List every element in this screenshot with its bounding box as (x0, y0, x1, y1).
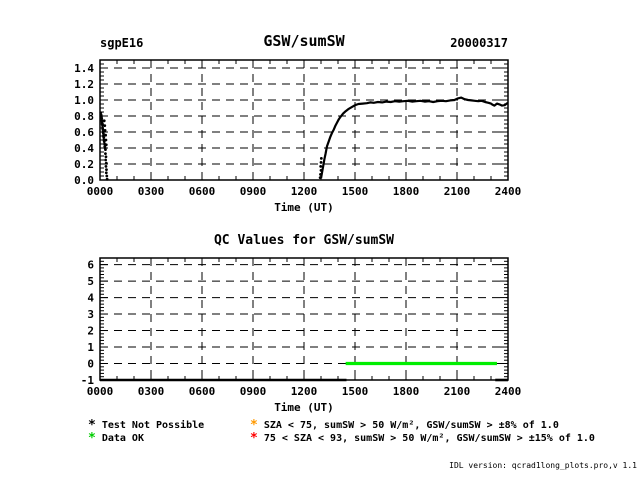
y-tick-label: 6 (87, 259, 94, 272)
x-tick-label: 0300 (138, 185, 165, 198)
asterisk-icon: * (250, 417, 258, 433)
y-tick-label: 1.0 (74, 94, 94, 107)
y-tick-label: 5 (87, 275, 94, 288)
chart1-title: GSW/sumSW (263, 32, 345, 50)
data-point-early-morning-scatter (101, 128, 105, 132)
legend-item-sza-75: * SZA < 75, sumSW > 50 W/m², GSW/sumSW >… (250, 419, 595, 432)
chart1-xaxis-title: Time (UT) (274, 201, 334, 214)
x-tick-label: 2400 (495, 385, 522, 398)
x-tick-label: 1200 (291, 385, 318, 398)
y-tick-label: 4 (87, 292, 94, 305)
footer-left: Fri Dec 8 17:56:23 2006 Battelle Pacific… (5, 449, 373, 480)
idl-version-label: IDL version: qcrad1long_plots.pro,v 1.1 (449, 461, 637, 470)
x-tick-label: 0000 (87, 185, 114, 198)
data-point-early-morning-scatter (105, 168, 108, 172)
data-point-early-morning-scatter (319, 161, 323, 164)
x-tick-label: 1800 (393, 185, 420, 198)
x-tick-label: 0300 (138, 385, 165, 398)
data-point-early-morning-scatter (104, 133, 108, 137)
qc-legend: * Test Not Possible * Data OK * SZA < 75… (88, 419, 595, 445)
data-point-early-morning-scatter (104, 148, 107, 152)
x-tick-label: 2100 (444, 185, 471, 198)
y-tick-label: -1 (81, 374, 95, 387)
x-tick-label: 0900 (240, 185, 267, 198)
data-point-early-morning-scatter (99, 111, 103, 115)
data-point-early-morning-scatter (105, 174, 109, 178)
x-tick-label: 1200 (291, 185, 318, 198)
x-tick-label: 2400 (495, 185, 522, 198)
x-tick-label: 2100 (444, 385, 471, 398)
data-point-early-morning-scatter (104, 143, 108, 147)
legend-item-data-ok: * Data OK (88, 432, 250, 445)
legend-item-test-not-possible: * Test Not Possible (88, 419, 250, 432)
y-tick-label: 0.8 (74, 110, 94, 123)
y-tick-label: 0 (87, 358, 94, 371)
y-tick-label: 1 (87, 341, 94, 354)
asterisk-icon: * (250, 430, 258, 446)
legend-item-sza-75-93: * 75 < SZA < 93, sumSW > 50 W/m², GSW/su… (250, 432, 595, 445)
legend-label: Test Not Possible (101, 420, 205, 431)
x-tick-label: 0600 (189, 185, 216, 198)
facility-label: sgpE16 (100, 36, 144, 50)
data-point-early-morning-scatter (105, 177, 109, 181)
data-point-early-morning-scatter (104, 155, 108, 159)
data-point-early-morning-scatter (101, 124, 104, 127)
x-tick-label: 0900 (240, 385, 267, 398)
data-point-early-morning-scatter (103, 124, 107, 127)
footer-right: IDL version: qcrad1long_plots.pro,v 1.1 … (387, 447, 637, 480)
x-tick-label: 1500 (342, 185, 369, 198)
y-tick-label: 0.0 (74, 174, 94, 187)
data-point-early-morning-scatter (102, 132, 105, 136)
x-tick-label: 1800 (393, 385, 420, 398)
chart2-title: QC Values for GSW/sumSW (213, 233, 394, 248)
legend-label: SZA < 75, sumSW > 50 W/m², GSW/sumSW > ±… (263, 420, 559, 431)
asterisk-icon: * (88, 430, 96, 446)
x-tick-label: 0000 (87, 385, 114, 398)
y-tick-label: 0.4 (74, 142, 94, 155)
chart2-xaxis-title: Time (UT) (274, 401, 334, 414)
data-point-early-morning-scatter (102, 119, 106, 123)
data-point-early-morning-scatter (319, 157, 323, 160)
x-tick-label: 1500 (342, 385, 369, 398)
y-tick-label: 1.4 (74, 62, 94, 75)
data-point-early-morning-scatter (104, 138, 108, 142)
data-point-early-morning-scatter (100, 117, 104, 120)
data-point-early-morning-scatter (102, 136, 106, 140)
data-point-early-morning-scatter (103, 129, 107, 132)
data-point-early-morning-scatter (104, 152, 107, 156)
x-tick-label: 0600 (189, 385, 216, 398)
y-tick-label: 2 (87, 325, 94, 338)
data-point-early-morning-scatter (104, 165, 108, 168)
legend-label: Data OK (101, 433, 144, 444)
y-tick-label: 0.6 (74, 126, 94, 139)
date-label: 20000317 (450, 36, 508, 50)
data-point-early-morning-scatter (104, 161, 108, 165)
data-series-afternoon-ratio-curve (319, 96, 509, 179)
data-point-early-morning-scatter (104, 171, 108, 175)
data-point-early-morning-scatter (319, 165, 323, 168)
asterisk-icon: * (88, 417, 96, 433)
plot-frame (99, 59, 509, 181)
y-tick-label: 0.2 (74, 158, 94, 171)
data-point-early-morning-scatter (104, 158, 108, 162)
y-tick-label: 1.2 (74, 78, 94, 91)
y-tick-label: 3 (87, 308, 94, 321)
legend-label: 75 < SZA < 93, sumSW > 50 W/m², GSW/sumS… (263, 433, 595, 444)
